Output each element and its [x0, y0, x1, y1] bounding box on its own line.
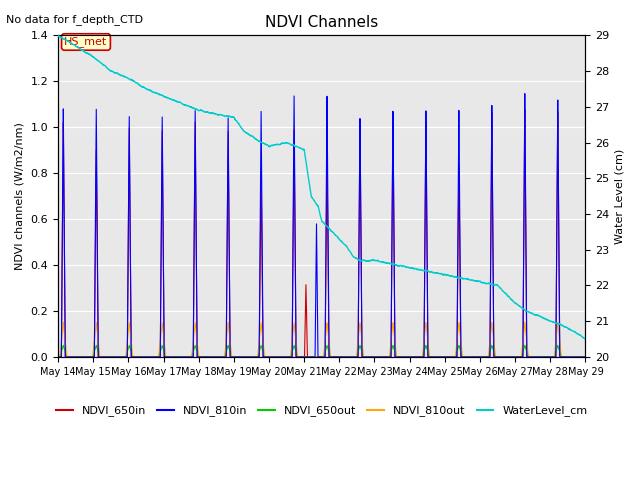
Y-axis label: Water Level (cm): Water Level (cm) [615, 148, 625, 244]
Title: NDVI Channels: NDVI Channels [265, 15, 378, 30]
Y-axis label: NDVI channels (W/m2/nm): NDVI channels (W/m2/nm) [15, 122, 25, 270]
Text: HS_met: HS_met [65, 36, 108, 48]
Text: No data for f_depth_CTD: No data for f_depth_CTD [6, 14, 143, 25]
Legend: NDVI_650in, NDVI_810in, NDVI_650out, NDVI_810out, WaterLevel_cm: NDVI_650in, NDVI_810in, NDVI_650out, NDV… [52, 401, 592, 421]
